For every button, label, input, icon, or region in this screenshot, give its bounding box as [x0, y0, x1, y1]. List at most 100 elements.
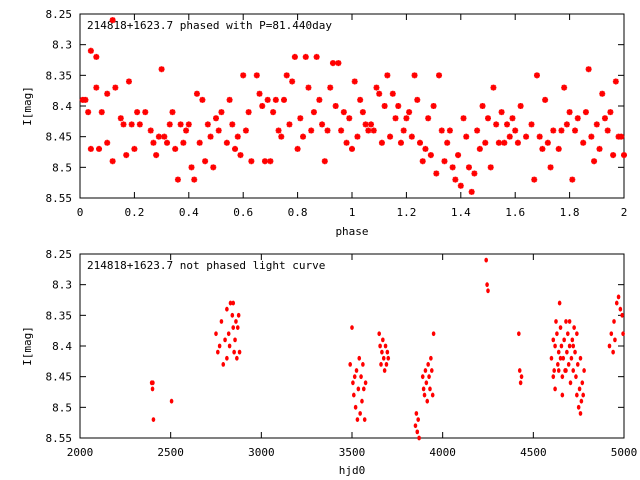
data-point	[188, 164, 195, 171]
data-point	[228, 300, 233, 306]
data-point	[98, 109, 105, 116]
data-point	[151, 417, 156, 422]
data-point	[436, 72, 443, 79]
data-point	[310, 109, 317, 116]
data-point	[431, 331, 436, 337]
chart-title: 214818+1623.7 phased with P=81.440day	[87, 19, 332, 32]
data-point	[575, 362, 580, 367]
y-tick-label: 8.4	[52, 340, 72, 353]
data-point	[582, 109, 589, 116]
data-point	[319, 121, 326, 128]
data-point	[558, 325, 563, 330]
data-point	[501, 139, 508, 146]
data-point	[234, 319, 238, 324]
data-point	[234, 133, 241, 140]
x-tick-label: 4500	[520, 446, 547, 459]
data-point	[117, 115, 124, 122]
data-point	[568, 380, 573, 386]
data-point	[261, 158, 268, 165]
data-point	[223, 139, 230, 146]
data-point	[554, 319, 558, 324]
data-point	[164, 139, 171, 146]
x-tick-label: 1.8	[560, 206, 580, 219]
data-point	[350, 325, 354, 330]
data-point	[620, 312, 624, 318]
data-point	[193, 90, 200, 97]
data-point	[574, 374, 578, 380]
data-point	[580, 139, 587, 146]
data-point	[607, 343, 612, 349]
data-point	[270, 109, 277, 116]
data-point	[191, 176, 198, 183]
data-point	[232, 145, 239, 152]
data-point	[563, 121, 570, 128]
data-point	[196, 139, 203, 146]
data-point	[517, 368, 522, 373]
y-tick-label: 8.35	[46, 69, 73, 82]
data-point	[172, 145, 179, 152]
data-point	[230, 312, 235, 318]
data-point	[400, 127, 407, 134]
data-point	[423, 368, 428, 373]
data-point	[207, 133, 214, 140]
data-point	[599, 90, 606, 97]
x-tick-label: 1	[349, 206, 356, 219]
data-point	[559, 343, 564, 349]
data-point	[428, 386, 432, 392]
data-point	[544, 139, 551, 146]
data-point	[329, 60, 336, 67]
data-point	[166, 121, 173, 128]
data-point	[561, 355, 566, 361]
data-point	[457, 182, 464, 189]
data-point	[424, 380, 429, 386]
data-point	[332, 103, 339, 109]
data-point	[569, 355, 574, 361]
data-point	[338, 127, 345, 134]
data-point	[214, 331, 218, 337]
x-tick-label: 2500	[157, 446, 184, 459]
data-point	[281, 96, 287, 103]
data-point	[519, 374, 524, 380]
data-point	[174, 176, 181, 183]
data-point	[177, 121, 184, 128]
data-point	[216, 349, 220, 355]
data-point	[297, 115, 304, 122]
data-point	[313, 53, 320, 60]
data-point	[82, 96, 89, 103]
data-point	[183, 127, 190, 134]
x-axis-label: hjd0	[339, 464, 366, 477]
data-points	[79, 17, 627, 195]
data-point	[577, 386, 582, 392]
data-point	[514, 139, 521, 146]
data-point	[93, 53, 100, 60]
data-point	[403, 115, 410, 122]
data-point	[572, 325, 576, 330]
data-point	[368, 121, 375, 128]
data-point	[218, 109, 225, 116]
data-point	[484, 257, 488, 263]
data-point	[217, 343, 222, 349]
data-point	[422, 392, 427, 398]
data-point	[378, 343, 382, 349]
data-point	[343, 139, 350, 146]
data-point	[561, 84, 568, 91]
data-point	[570, 337, 575, 343]
x-tick-label: 0.8	[288, 206, 308, 219]
data-point	[560, 392, 565, 398]
data-point	[221, 362, 226, 367]
data-point	[256, 90, 263, 97]
data-point	[414, 411, 419, 416]
data-point	[248, 158, 255, 165]
data-point	[574, 115, 581, 122]
data-point	[417, 435, 421, 441]
data-point	[87, 47, 94, 54]
data-point	[155, 133, 162, 140]
data-point	[87, 145, 94, 152]
data-point	[352, 392, 356, 398]
data-point	[131, 145, 138, 152]
data-point	[495, 139, 502, 146]
data-point	[421, 386, 426, 392]
data-point	[335, 60, 342, 67]
data-point	[360, 398, 364, 404]
data-point	[542, 96, 549, 103]
